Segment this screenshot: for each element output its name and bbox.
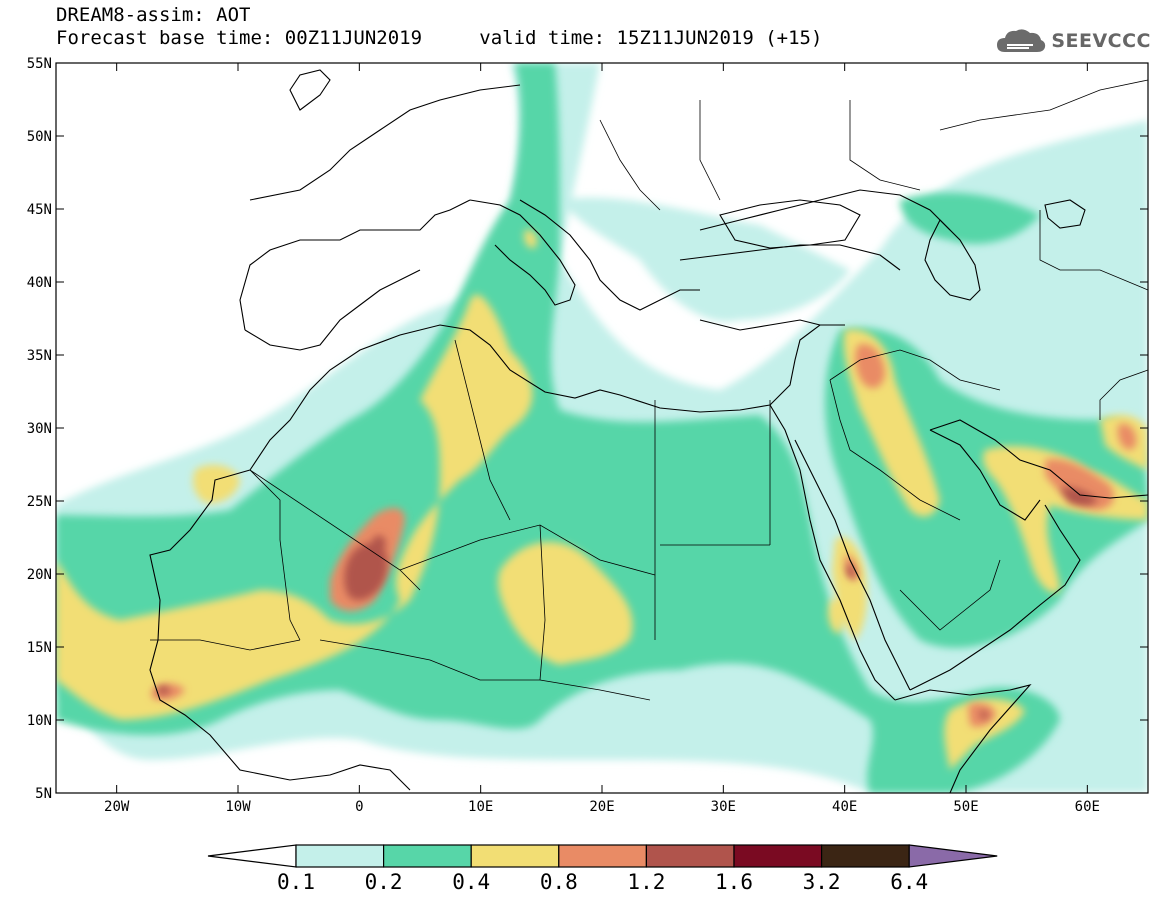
- lat-tick-label: 55N: [27, 56, 52, 72]
- colorbar-tick-label: 1.6: [715, 870, 753, 894]
- colorbar-tick-label: 1.2: [627, 870, 666, 894]
- logo-text: SEEVCCC: [1051, 30, 1151, 52]
- colorbar-segment: [295, 844, 385, 868]
- time-info: Forecast base time: 00Z11JUN2019 valid t…: [56, 27, 822, 50]
- aot-field: [56, 63, 1148, 793]
- lat-tick-label: 15N: [27, 640, 52, 656]
- lat-tick-label: 5N: [35, 786, 52, 802]
- lon-tick-label: 20W: [104, 799, 130, 815]
- colorbar-arrow-low: [207, 844, 297, 868]
- lat-tick-label: 35N: [27, 348, 52, 364]
- colorbar-tick-label: 0.1: [277, 870, 315, 894]
- colorbar-tick-label: 0.4: [452, 870, 491, 894]
- lon-tick-label: 20E: [589, 799, 614, 815]
- lat-tick-label: 50N: [27, 129, 52, 145]
- lon-tick-label: 50E: [953, 799, 978, 815]
- lat-tick-label: 40N: [27, 275, 52, 291]
- colorbar-segment: [733, 844, 823, 868]
- lon-tick-label: 30E: [711, 799, 736, 815]
- colorbar-arrow-high: [908, 844, 998, 868]
- colorbar-segment: [645, 844, 735, 868]
- lon-tick-label: 40E: [832, 799, 857, 815]
- seevccc-logo: SEEVCCC: [995, 26, 1151, 56]
- colorbar-tick-label: 0.2: [364, 870, 403, 894]
- lat-tick-label: 10N: [27, 713, 52, 729]
- colorbar-segment: [383, 844, 472, 868]
- map-header: DREAM8-assim: AOT Forecast base time: 00…: [56, 4, 822, 50]
- colorbar-tick-label: 6.4: [890, 870, 929, 894]
- colorbar-tick-label: 3.2: [802, 870, 841, 894]
- lat-tick-label: 25N: [27, 494, 52, 510]
- coastlines: [149, 69, 1148, 793]
- lon-tick-label: 60E: [1075, 799, 1100, 815]
- country-borders: [150, 79, 1148, 701]
- colorbar: [207, 844, 998, 868]
- axis-ticks: 5N 10N 15N 20N 25N 30N 35N 40N 45N 50N 55N 20W 10W 0 1…: [27, 56, 1148, 815]
- lon-tick-label: 10W: [225, 799, 251, 815]
- valid-time-label: valid time: 15Z11JUN2019 (+15): [479, 27, 823, 49]
- colorbar-tick-label: 0.8: [539, 870, 578, 894]
- lat-tick-label: 45N: [27, 202, 52, 218]
- cloud-icon: [997, 29, 1046, 52]
- lon-tick-label: 10E: [468, 799, 493, 815]
- lat-tick-label: 30N: [27, 421, 52, 437]
- colorbar-segment: [820, 844, 910, 868]
- map-title: DREAM8-assim: AOT: [56, 4, 251, 26]
- colorbar-segment: [470, 844, 560, 868]
- base-time-label: Forecast base time: 00Z11JUN2019: [56, 27, 423, 49]
- lat-tick-label: 20N: [27, 567, 52, 583]
- colorbar-segment: [558, 844, 647, 868]
- lon-tick-label: 0: [355, 799, 363, 815]
